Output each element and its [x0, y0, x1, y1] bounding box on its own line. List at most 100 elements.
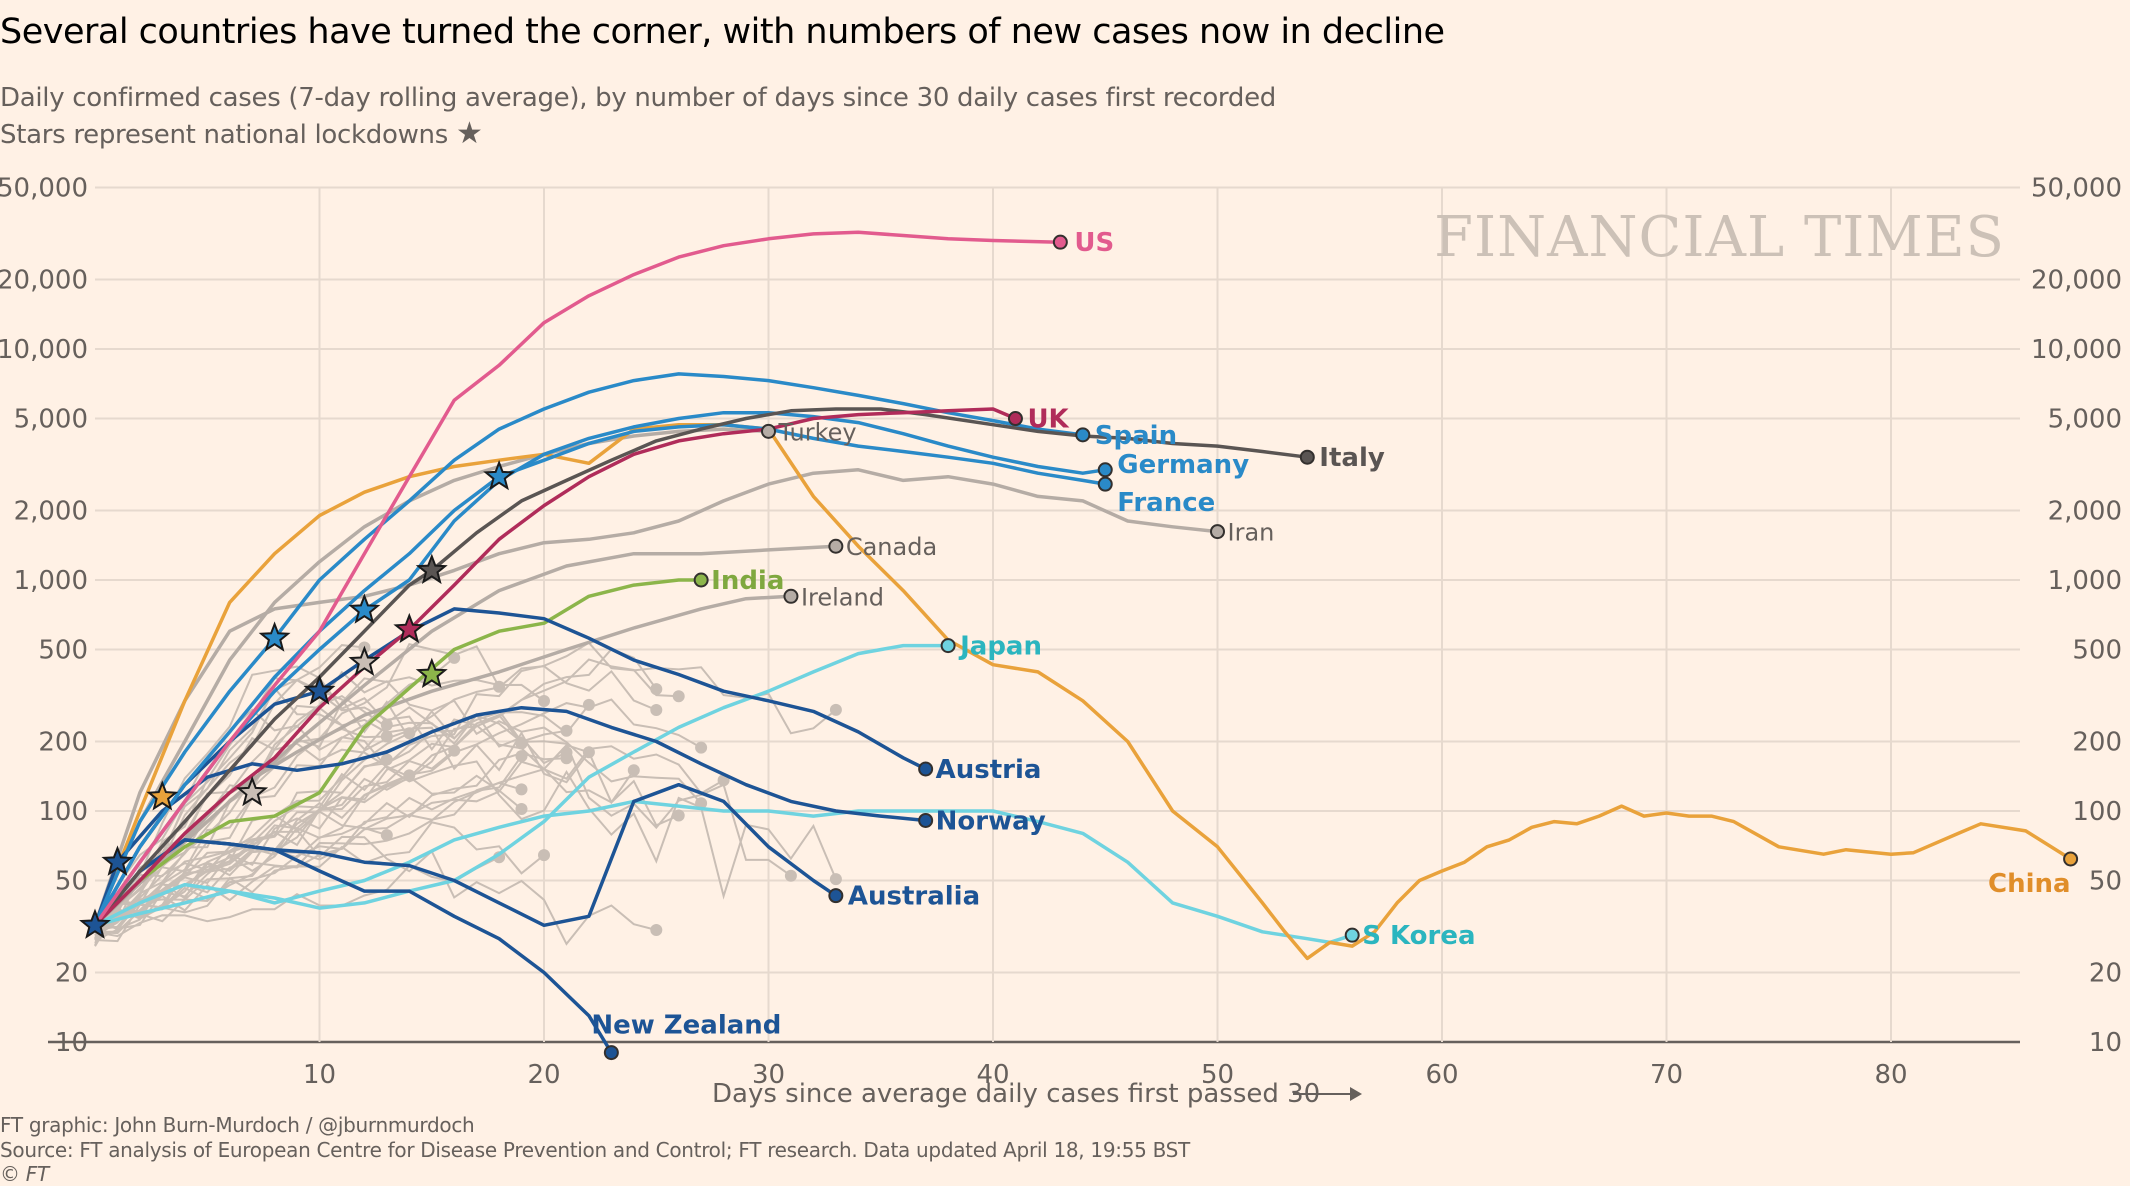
y-tick-label-left: 50 — [55, 867, 88, 897]
series-label-australia: Australia — [848, 882, 980, 912]
minor-country-endpoint — [582, 698, 595, 711]
minor-country-endpoint — [380, 718, 393, 731]
minor-country-endpoint — [829, 873, 842, 886]
y-tick-label-right: 200 — [2072, 727, 2122, 757]
minor-country-endpoint — [448, 651, 461, 664]
series-label-spain: Spain — [1095, 421, 1177, 451]
x-tick-label: 20 — [527, 1060, 560, 1090]
y-tick-label-right: 10,000 — [2031, 335, 2122, 365]
minor-country-endpoint — [380, 829, 393, 842]
minor-country-line — [94, 704, 388, 930]
series-label-japan: Japan — [958, 632, 1042, 662]
x-tick-label: 80 — [1874, 1060, 1907, 1090]
lockdown-star-icon-germany — [348, 593, 381, 624]
y-tick-label-right: 50 — [2089, 867, 2122, 897]
endpoint-marker-india — [693, 572, 709, 588]
x-tick-label: 40 — [976, 1060, 1009, 1090]
minor-country-endpoint — [695, 741, 708, 754]
y-tick-label-left: 5,000 — [14, 405, 88, 435]
lockdown-legend-text: Stars represent national lockdowns — [0, 120, 448, 150]
y-tick-label-right: 5,000 — [2048, 405, 2122, 435]
y-tick-label-left: 10,000 — [0, 335, 88, 365]
endpoint-marker-norway — [918, 812, 934, 828]
series-line-s-korea — [94, 799, 1353, 945]
grid — [48, 186, 2020, 1044]
x-axis-label: Days since average daily cases first pas… — [712, 1079, 1320, 1109]
lockdown-stars — [79, 459, 516, 939]
series-label-turkey: Turkey — [778, 418, 857, 446]
y-tick-label-right: 20 — [2089, 958, 2122, 988]
endpoint-marker-turkey — [761, 423, 776, 439]
star-icon: ★ — [455, 116, 483, 151]
y-tick-label-right: 50,000 — [2031, 174, 2122, 204]
minor-country-endpoint — [448, 744, 461, 757]
series-line-turkey — [93, 427, 769, 926]
minor-country-endpoint — [650, 704, 663, 716]
arrow-right-icon — [1350, 1087, 1362, 1101]
subtitle-line-1: Daily confirmed cases (7-day rolling ave… — [0, 83, 1276, 113]
series-line-germany — [93, 410, 1106, 927]
minor-country-line — [94, 810, 388, 947]
lockdown-star-icon-austria — [303, 674, 336, 705]
minor-country-endpoint — [538, 849, 550, 862]
endpoint-marker-australia — [828, 888, 844, 904]
minor-country-line — [94, 745, 725, 929]
footer-source: Source: FT analysis of European Centre f… — [0, 1138, 1190, 1162]
minor-country-endpoint — [784, 869, 797, 882]
lockdown-star-icon-minor — [236, 775, 269, 807]
y-tick-label-right: 20,000 — [2031, 265, 2122, 295]
series-line-japan — [94, 643, 949, 927]
ft-watermark: FINANCIAL TIMES — [1434, 205, 2005, 270]
minor-country-line — [94, 694, 567, 944]
lockdown-star-icon-italy — [415, 553, 448, 585]
lockdown-star-icon-india — [415, 657, 448, 689]
endpoint-marker-canada — [828, 538, 844, 554]
x-tick-label: 60 — [1425, 1060, 1458, 1090]
minor-country-line — [94, 814, 657, 946]
y-tick-label-left: 100 — [38, 797, 88, 827]
series-line-iran — [93, 468, 1218, 926]
lockdown-star-icon-france — [483, 459, 516, 491]
x-tick-label: 50 — [1201, 1060, 1234, 1090]
y-tick-label-left: 200 — [38, 727, 88, 757]
series-line-us — [93, 230, 1061, 927]
lockdown-star-icon-uk — [393, 612, 426, 644]
minor-country-endpoint — [515, 783, 528, 796]
y-tick-label-left: 20,000 — [0, 265, 88, 295]
x-tick-label: 10 — [303, 1060, 336, 1090]
endpoint-marker-japan — [940, 638, 956, 654]
chart-subtitle: Daily confirmed cases (7-day rolling ave… — [0, 80, 1276, 153]
y-tick-label-left: 2,000 — [14, 496, 88, 526]
series-labels: Iran Turkey Canada Ireland S Korea Japan China… — [591, 228, 2070, 1040]
y-axis-ticks: 10 10 20 20 50 50 100 100 200 200 500 500 1,000 1,000… — [0, 174, 2122, 1058]
y-tick-label-left: 10 — [55, 1028, 88, 1058]
lockdown-star-icon-spain — [258, 621, 291, 652]
minor-country-endpoint — [672, 690, 685, 703]
series-label-ireland: Ireland — [801, 583, 884, 611]
endpoint-marker-uk — [1007, 411, 1023, 427]
series-label-germany: Germany — [1117, 450, 1249, 480]
series-line-norway — [93, 705, 926, 926]
series-label-us: US — [1074, 228, 1114, 258]
footer-credit: FT graphic: John Burn-Murdoch / @jburnmu… — [0, 1113, 475, 1137]
series-line-china — [93, 422, 2072, 961]
x-axis-title: Days since average daily cases first pas… — [712, 1079, 1362, 1109]
y-tick-label-right: 500 — [2072, 636, 2122, 666]
y-tick-label-right: 10 — [2089, 1028, 2122, 1058]
endpoint-marker-iran — [1210, 524, 1225, 540]
lockdown-star-icon-australia — [79, 908, 111, 939]
endpoint-marker-new-zealand — [603, 1045, 619, 1061]
footer-copyright: © FT — [0, 1162, 49, 1186]
series-label-canada: Canada — [846, 533, 937, 561]
series-lines — [93, 230, 2072, 1054]
subtitle-line-2: Stars represent national lockdowns ★ — [0, 116, 1276, 153]
series-label-iran: Iran — [1228, 519, 1275, 547]
minor-country-endpoint — [493, 680, 506, 693]
minor-country-endpoint — [650, 924, 663, 936]
minor-country-endpoint — [627, 764, 640, 777]
y-tick-label-right: 1,000 — [2048, 566, 2122, 596]
minor-country-line — [94, 821, 545, 943]
series-label-norway: Norway — [936, 806, 1046, 836]
endpoint-marker-germany — [1097, 462, 1113, 478]
